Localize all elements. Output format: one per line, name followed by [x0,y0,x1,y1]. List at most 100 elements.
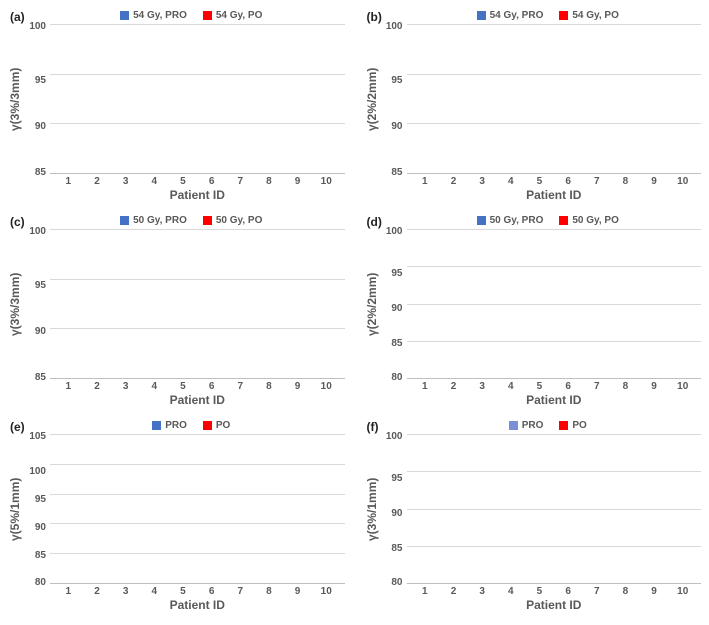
y-tick: 90 [35,523,46,533]
legend-text: 50 Gy, PRO [133,215,187,226]
y-axis-label: γ(3%/3mm) [8,229,24,379]
y-tick: 85 [391,168,402,178]
y-tick: 80 [391,578,402,588]
legend-item: PO [203,420,230,431]
x-tick: 6 [197,176,226,187]
y-axis-label: γ(3%/3mm) [8,24,24,174]
legend: PRO PO [395,418,702,432]
x-tick: 6 [554,381,583,392]
legend-text: 54 Gy, PRO [133,10,187,21]
gridline [50,523,345,524]
x-tick: 3 [468,586,497,597]
gridline [50,74,345,75]
x-tick: 1 [411,381,440,392]
legend-item: PRO [152,420,187,431]
y-tick: 100 [386,432,403,442]
chart-panel-c: (c)50 Gy, PRO50 Gy, POγ(3%/3mm)100959085… [8,213,345,408]
legend-text: 54 Gy, PO [572,10,619,21]
gridline [50,494,345,495]
legend-swatch [152,421,161,430]
legend: PRO PO [38,418,345,432]
legend-text: 54 Gy, PO [216,10,263,21]
legend: 50 Gy, PRO50 Gy, PO [38,213,345,227]
y-tick: 95 [391,269,402,279]
x-tick: 5 [169,381,198,392]
y-tick: 105 [29,432,46,442]
legend-text: PO [572,420,586,431]
legend-item: 54 Gy, PRO [477,10,544,21]
y-tick: 95 [35,495,46,505]
x-tick: 6 [197,381,226,392]
chart-panel-b: (b)54 Gy, PRO54 Gy, POγ(2%/2mm)100959085… [365,8,702,203]
panel-label: (b) [367,10,382,24]
x-tick: 7 [582,586,611,597]
gridline [50,434,345,435]
y-axis: 10095908580 [381,434,407,584]
x-tick: 10 [668,586,697,597]
x-tick: 8 [255,586,284,597]
y-axis: 10510095908580 [24,434,50,584]
gridline [50,279,345,280]
x-tick: 10 [668,176,697,187]
chart-area: γ(2%/2mm)100959085 [365,24,702,174]
legend-swatch [203,216,212,225]
plot-area [407,24,702,174]
y-tick: 95 [391,474,402,484]
x-tick: 6 [197,586,226,597]
gridline [50,229,345,230]
legend-text: 50 Gy, PO [572,215,619,226]
x-tick: 1 [54,176,83,187]
y-axis-label: γ(2%/2mm) [365,229,381,379]
legend-text: PRO [165,420,187,431]
chart-area: γ(3%/3mm)100959085 [8,229,345,379]
chart-panel-a: (a) 54 Gy, PRO 54 Gy, PO γ(3%/3mm)100959085… [8,8,345,203]
legend-text: PO [216,420,230,431]
y-axis: 100959085 [24,24,50,174]
x-tick: 10 [312,586,341,597]
y-tick: 100 [386,22,403,32]
x-axis: 12345678910 [50,174,345,188]
legend-text: PRO [522,420,544,431]
legend-swatch [509,421,518,430]
gridline [407,509,702,510]
x-tick: 6 [554,176,583,187]
chart-area: γ(5%/1mm)10510095908580 [8,434,345,584]
panel-label: (d) [367,215,382,229]
panel-label: (a) [10,10,25,24]
y-tick: 90 [391,304,402,314]
legend-swatch [120,11,129,20]
y-axis: 100959085 [24,229,50,379]
y-tick: 90 [35,327,46,337]
plot-area [50,24,345,174]
y-tick: 85 [35,168,46,178]
x-tick: 1 [411,586,440,597]
legend-swatch [477,11,486,20]
y-tick: 100 [386,227,403,237]
chart-area: γ(3%/3mm)100959085 [8,24,345,174]
x-tick: 1 [54,586,83,597]
x-axis-label: Patient ID [50,598,345,612]
legend-item: 50 Gy, PRO [120,215,187,226]
x-tick: 5 [525,381,554,392]
legend-item: PO [559,420,586,431]
legend-swatch [559,216,568,225]
chart-panel-f: (f)PROPOγ(3%/1mm)1009590858012345678910P… [365,418,702,613]
plot-area [50,229,345,379]
gridline [407,304,702,305]
legend-item: 50 Gy, PRO [477,215,544,226]
gridline [50,24,345,25]
x-tick: 3 [468,176,497,187]
x-tick: 9 [283,586,312,597]
plot-area [50,434,345,584]
x-axis-label: Patient ID [407,598,702,612]
legend-swatch [203,421,212,430]
chart-panel-d: (d)50 Gy, PRO50 Gy, POγ(2%/2mm)100959085… [365,213,702,408]
x-axis-label: Patient ID [50,393,345,407]
gridline [407,546,702,547]
x-tick: 8 [255,381,284,392]
gridline [50,464,345,465]
gridline [50,123,345,124]
x-axis: 12345678910 [407,379,702,393]
y-axis-label: γ(2%/2mm) [365,24,381,174]
x-tick: 7 [226,586,255,597]
